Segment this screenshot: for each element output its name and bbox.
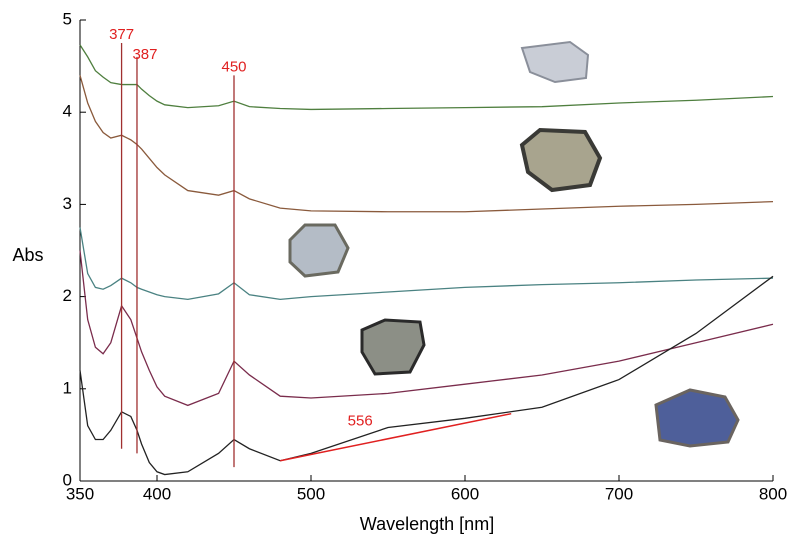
x-tick-label: 600 — [451, 484, 479, 503]
spectrum-line — [80, 276, 773, 474]
x-tick-label: 700 — [605, 484, 633, 503]
tangent-line — [280, 414, 511, 461]
gem-image — [656, 390, 738, 446]
y-tick-label: 1 — [63, 378, 72, 397]
gem-image — [522, 130, 600, 190]
x-tick-label: 500 — [297, 484, 325, 503]
y-tick-label: 4 — [63, 102, 72, 121]
x-tick-label: 800 — [759, 484, 787, 503]
spectrum-line — [80, 75, 773, 211]
x-axis-label: Wavelength [nm] — [360, 514, 494, 534]
y-axis-label: Abs — [12, 245, 43, 265]
x-tick-label: 350 — [66, 484, 94, 503]
gem-images — [290, 42, 738, 446]
chart: Abs Wavelength [nm] 01234535040050060070… — [0, 0, 789, 540]
x-tick-label: 400 — [143, 484, 171, 503]
y-tick-label: 5 — [63, 9, 72, 28]
marker-label: 377 — [109, 26, 134, 43]
spectrum-line — [80, 45, 773, 110]
gem-image — [290, 225, 348, 276]
spectrum-line — [80, 251, 773, 406]
y-tick-label: 2 — [63, 286, 72, 305]
y-tick-label: 3 — [63, 194, 72, 213]
marker-label: 387 — [132, 46, 157, 63]
gem-image — [362, 320, 424, 374]
marker-label: 450 — [221, 58, 246, 75]
spectrum-line — [80, 227, 773, 299]
tangent-label: 556 — [348, 413, 373, 430]
gem-image — [522, 42, 588, 82]
